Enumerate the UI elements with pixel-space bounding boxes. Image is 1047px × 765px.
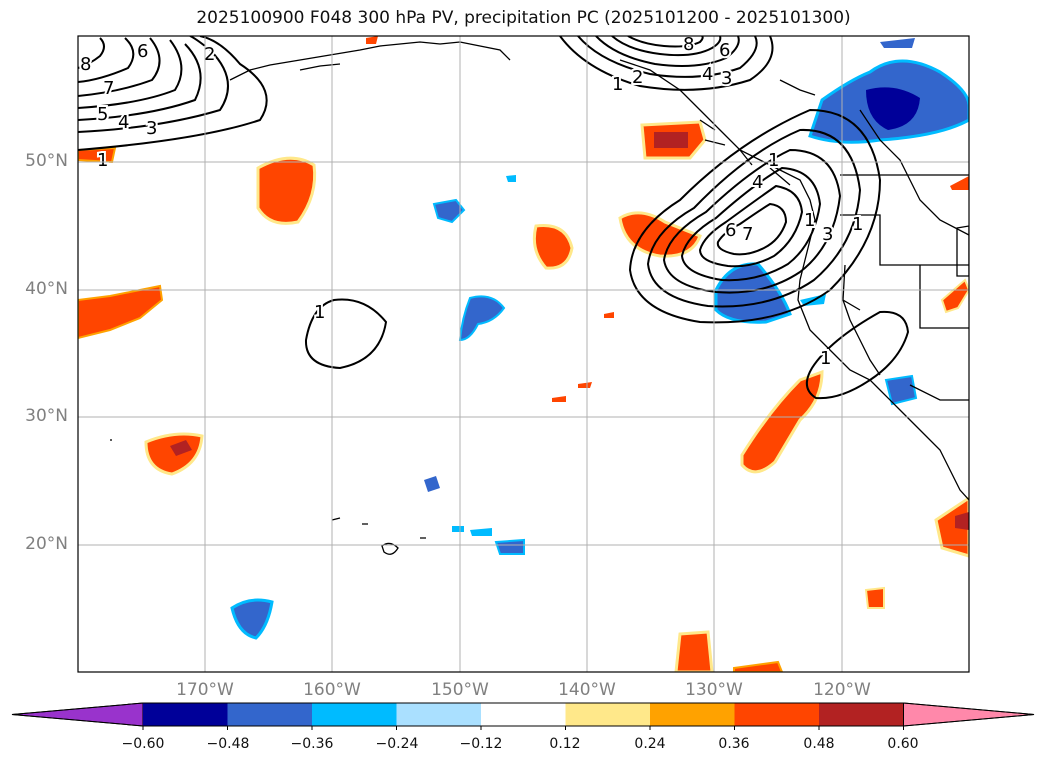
precip-neg-2 — [432, 198, 466, 224]
contour-labels: 8 7 6 5 4 3 2 1 8 6 4 3 2 1 1 6 7 4 3 1 … — [78, 34, 865, 371]
contour-label: 4 — [118, 112, 129, 133]
colorbar-segment — [650, 703, 735, 726]
colorbar-segment — [481, 703, 566, 726]
map-title: 2025100900 F048 300 hPa PV, precipitatio… — [196, 8, 851, 28]
colorbar-tick: 0.36 — [718, 736, 750, 752]
lat-label: 20°N — [25, 534, 68, 554]
precip-blob-8 — [940, 278, 969, 314]
precip-neg-4 — [494, 538, 525, 555]
contour-label: 4 — [752, 172, 763, 193]
contour-label: 1 — [612, 74, 623, 95]
precip-blob-2 — [532, 223, 574, 270]
pv-contours — [78, 36, 910, 400]
contour-label: 1 — [314, 302, 325, 323]
lat-label: 40°N — [25, 279, 68, 299]
precip-blob-w — [78, 284, 164, 340]
contour-label: 3 — [822, 224, 833, 245]
contour-label: 1 — [768, 150, 779, 171]
colorbar-segment — [565, 703, 650, 726]
colorbar-tick: −0.60 — [121, 736, 165, 752]
lat-label: 50°N — [25, 151, 68, 171]
colorbar-segment — [734, 703, 819, 726]
colorbar-segment — [396, 703, 481, 726]
colorbar-tick: 0.12 — [549, 736, 581, 752]
lat-label: 30°N — [25, 406, 68, 426]
precip-blob-9 — [864, 586, 885, 609]
contour-label: 6 — [719, 40, 730, 61]
lon-label: 160°W — [303, 680, 361, 700]
precip-blob-6 — [740, 369, 824, 474]
lon-label: 170°W — [176, 680, 234, 700]
precip-blob-1 — [256, 156, 317, 225]
colorbar-extend-max — [903, 702, 1035, 727]
precip-blob-7 — [934, 496, 969, 558]
contour-label: 1 — [97, 150, 108, 171]
contour-label: 7 — [103, 78, 114, 99]
contour-label: 5 — [97, 104, 108, 125]
precip-neg-1 — [458, 295, 506, 342]
contour-label: 8 — [80, 54, 91, 75]
colorbar-tick: −0.12 — [459, 736, 503, 752]
contour-label: 7 — [742, 224, 753, 245]
contour-label: 2 — [204, 44, 215, 65]
lon-label: 150°W — [431, 680, 489, 700]
contour-label: 1 — [804, 210, 815, 231]
colorbar-tick: 0.48 — [803, 736, 835, 752]
precip-blob-10 — [674, 630, 714, 672]
contour-label: 6 — [725, 220, 736, 241]
colorbar-segment — [819, 703, 904, 726]
colorbar-segment — [143, 703, 228, 726]
contour-label: 1 — [852, 214, 863, 235]
map-frame — [77, 35, 970, 673]
colorbar-tick: 0.24 — [634, 736, 666, 752]
colorbar-extend-min — [11, 702, 144, 727]
lon-label: 130°W — [685, 680, 743, 700]
gridlines — [78, 36, 969, 672]
contour-label: 8 — [683, 34, 694, 55]
lon-label: 120°W — [813, 680, 871, 700]
precip-positive-areas — [78, 36, 969, 672]
colorbar-tick: 0.60 — [887, 736, 919, 752]
colorbar-tick: −0.36 — [290, 736, 334, 752]
lon-label: 140°W — [558, 680, 616, 700]
contour-label: 2 — [632, 67, 643, 88]
colorbar-tick: −0.24 — [375, 736, 419, 752]
contour-label: 4 — [702, 64, 713, 85]
contour-label: 1 — [820, 348, 831, 369]
colorbar-tick: −0.48 — [206, 736, 250, 752]
colorbar-segment — [312, 703, 397, 726]
contour-label: 3 — [721, 68, 732, 89]
contour-label: 3 — [146, 118, 157, 139]
colorbar — [11, 702, 1035, 730]
colorbar-segment — [227, 703, 312, 726]
precip-neg-3 — [230, 598, 274, 640]
contour-label: 6 — [137, 41, 148, 62]
